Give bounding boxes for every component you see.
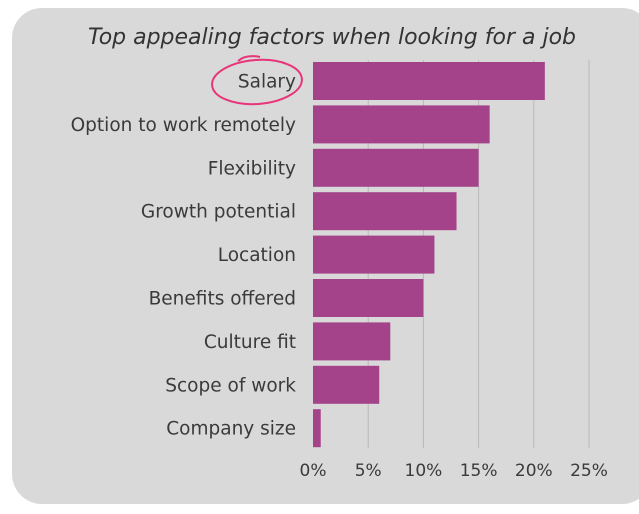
category-labels: Salary Option to work remotely Flexibility…: [71, 72, 297, 440]
chart-title: Top appealing factors when looking for a…: [88, 25, 576, 50]
category-label: Culture fit: [204, 332, 296, 353]
bar: [313, 235, 435, 274]
x-tick-label: 20%: [515, 461, 553, 481]
x-tick-label: 5%: [355, 461, 382, 481]
category-label: Flexibility: [208, 158, 296, 179]
x-axis-ticks: 0% 5% 10% 15% 20% 25%: [300, 461, 608, 481]
x-tick-label: 0%: [300, 461, 327, 481]
bar: [313, 62, 545, 100]
bar: [313, 322, 391, 361]
bar: [313, 409, 321, 448]
x-tick-label: 15%: [460, 461, 498, 481]
category-label: Benefits offered: [149, 289, 296, 310]
bar: [313, 148, 479, 187]
category-label: Option to work remotely: [71, 115, 296, 136]
bars: [313, 62, 545, 448]
x-tick-label: 10%: [405, 461, 443, 481]
bar: [313, 279, 424, 317]
bar: [313, 105, 490, 144]
salary-highlight-circle: [211, 58, 303, 106]
salary-highlight-tail: [237, 55, 261, 62]
category-label: Growth potential: [141, 202, 296, 223]
category-label: Company size: [166, 419, 296, 440]
bar: [313, 365, 380, 404]
category-label: Scope of work: [165, 375, 296, 396]
x-tick-label: 25%: [570, 461, 608, 481]
category-label: Location: [218, 245, 296, 266]
category-label: Salary: [238, 72, 296, 93]
bar: [313, 192, 457, 231]
